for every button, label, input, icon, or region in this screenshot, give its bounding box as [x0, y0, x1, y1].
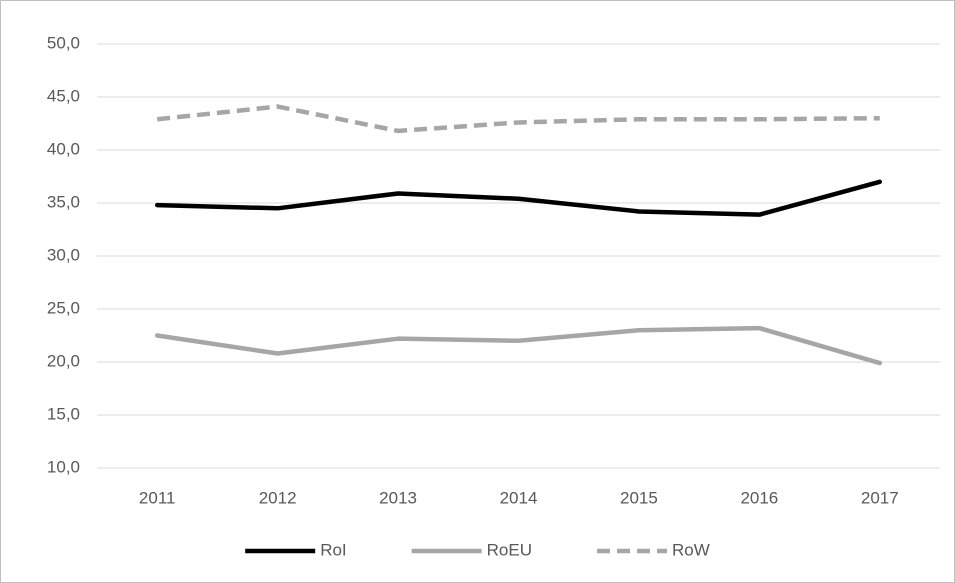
x-tick-label: 2014 — [500, 488, 538, 507]
legend-label: RoW — [672, 540, 710, 559]
y-tick-label: 40,0 — [47, 139, 80, 158]
y-tick-label: 25,0 — [47, 298, 80, 317]
x-tick-label: 2013 — [379, 488, 417, 507]
series-line — [154, 325, 883, 366]
y-tick-label: 50,0 — [47, 33, 80, 52]
x-tick-label: 2015 — [620, 488, 658, 507]
series-line — [154, 179, 883, 217]
series-line — [156, 104, 880, 134]
x-tick-label: 2017 — [861, 488, 899, 507]
y-tick-label: 10,0 — [47, 457, 80, 476]
y-tick-label: 15,0 — [47, 404, 80, 423]
y-tick-label: 35,0 — [47, 192, 80, 211]
x-tick-label: 2016 — [740, 488, 778, 507]
y-tick-label: 20,0 — [47, 351, 80, 370]
legend-label: RoI — [320, 540, 346, 559]
x-tick-label: 2012 — [259, 488, 297, 507]
y-tick-label: 30,0 — [47, 245, 80, 264]
legend-label: RoEU — [487, 540, 532, 559]
y-tick-label: 45,0 — [47, 86, 80, 105]
x-tick-label: 2011 — [139, 488, 176, 507]
